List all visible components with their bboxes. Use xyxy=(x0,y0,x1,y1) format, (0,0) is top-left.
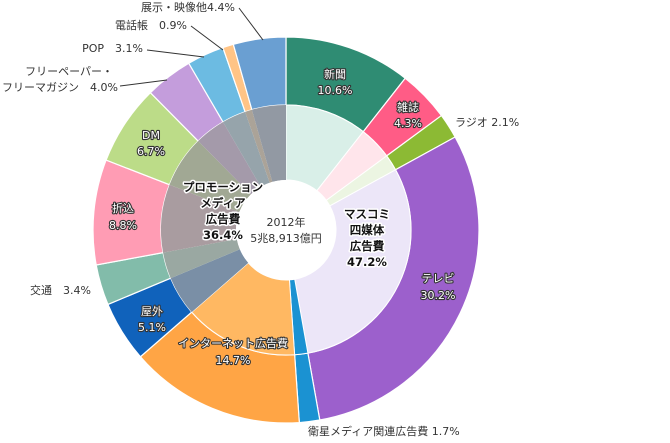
label-freepaper-1: フリーペーパー・ xyxy=(25,65,113,78)
inner-slice-8 xyxy=(161,184,240,253)
donut-hole xyxy=(236,180,336,280)
inner-slice-10 xyxy=(198,122,261,195)
value-orikomi: 8.8% xyxy=(109,219,137,232)
inner-slice-13 xyxy=(251,105,286,182)
label-tv: テレビ xyxy=(422,272,455,285)
value-tv: 30.2% xyxy=(421,289,456,302)
group-mass-value: 47.2% xyxy=(347,255,387,269)
leader-phonebook xyxy=(190,25,224,51)
label-satellite: 衛星メディア関連広告費 1.7% xyxy=(308,424,460,438)
group-promo-value: 36.4% xyxy=(203,228,243,242)
label-exhibit: 展示・映像他4.4% xyxy=(141,1,235,14)
group-mass-line2: 四媒体 xyxy=(350,223,385,237)
group-promo-line3: 広告費 xyxy=(206,212,241,226)
group-promo-line2: メディア xyxy=(200,196,246,210)
label-okugai: 屋外 xyxy=(141,305,163,318)
value-okugai: 5.1% xyxy=(138,321,166,334)
label-orikomi: 折込 xyxy=(112,201,134,215)
value-zasshi: 4.3% xyxy=(394,117,422,130)
inner-slice-7 xyxy=(163,239,240,279)
inner-ring xyxy=(161,104,412,356)
label-radio: ラジオ 2.1% xyxy=(455,116,519,129)
value-dm: 6.7% xyxy=(137,145,165,158)
value-shinbun: 10.6% xyxy=(318,84,353,97)
inner-slice-9 xyxy=(169,141,251,212)
label-shinbun: 新聞 xyxy=(324,67,346,81)
leader-exhibit xyxy=(238,7,264,41)
group-promo-line1: プロモーション xyxy=(183,180,263,194)
label-phonebook: 電話帳 0.9% xyxy=(115,18,187,32)
label-internet: インターネット広告費 xyxy=(178,336,288,350)
center-total: 5兆8,913億円 xyxy=(250,232,322,245)
label-pop: POP 3.1% xyxy=(82,42,143,55)
inner-slice-11 xyxy=(223,111,270,187)
label-freepaper-2: フリーマガジン 4.0% xyxy=(2,81,118,94)
value-internet: 14.7% xyxy=(216,354,251,367)
label-zasshi: 雑誌 xyxy=(397,100,419,114)
group-mass-line1: マスコミ xyxy=(344,207,390,221)
leader-pop xyxy=(146,49,205,58)
inner-slice-6 xyxy=(170,249,249,313)
center-year: 2012年 xyxy=(267,215,306,229)
outer-ring xyxy=(92,36,480,424)
leader-freepaper xyxy=(119,79,168,87)
label-traffic: 交通 3.4% xyxy=(30,283,91,297)
label-dm: DM xyxy=(142,129,160,142)
inner-slice-12 xyxy=(245,109,273,183)
group-mass-line3: 広告費 xyxy=(350,239,385,253)
